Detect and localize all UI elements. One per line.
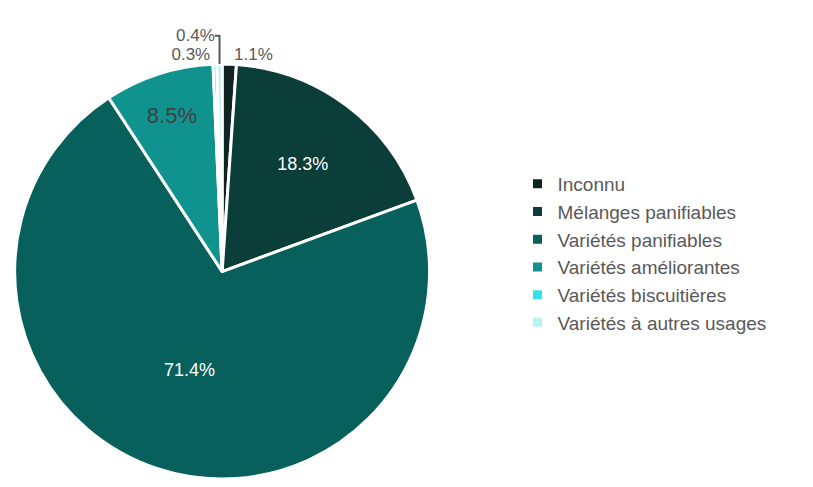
svg-text:0.4%: 0.4% (176, 26, 215, 45)
svg-text:Variétés améliorantes: Variétés améliorantes (558, 257, 740, 278)
svg-text:Variétés à autres usages: Variétés à autres usages (558, 313, 767, 334)
svg-text:8.5%: 8.5% (147, 103, 197, 128)
svg-text:18.3%: 18.3% (277, 154, 328, 174)
svg-text:Variétés biscuitières: Variétés biscuitières (558, 285, 727, 306)
svg-text:Variétés panifiables: Variétés panifiables (558, 230, 722, 251)
svg-text:Mélanges panifiables: Mélanges panifiables (558, 202, 737, 223)
svg-text:1.1%: 1.1% (234, 45, 273, 64)
svg-text:Inconnu: Inconnu (558, 174, 626, 195)
svg-text:71.4%: 71.4% (164, 360, 215, 380)
svg-text:0.3%: 0.3% (171, 45, 210, 64)
